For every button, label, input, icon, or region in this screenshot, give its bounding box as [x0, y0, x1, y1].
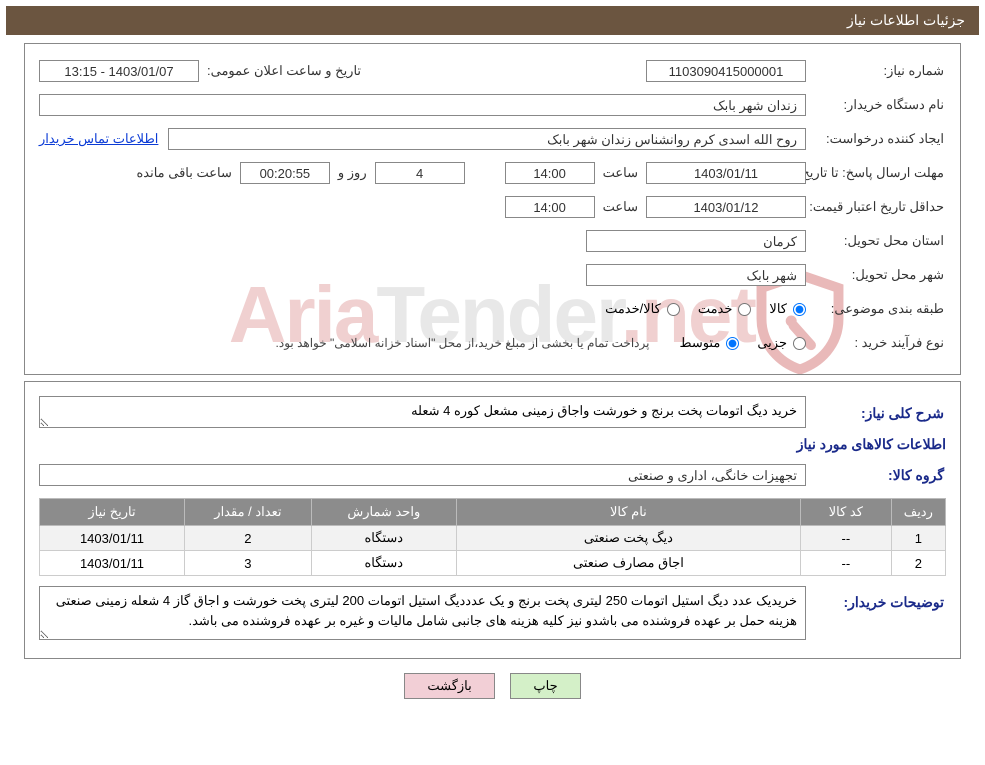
radio-kalakhedmat[interactable] [667, 303, 680, 316]
class-radio-group: کالا خدمت کالا/خدمت [605, 301, 806, 317]
time-remaining: 00:20:55 [240, 162, 330, 184]
city-label: شهر محل تحویل: [806, 267, 946, 283]
creator-field: روح الله اسدی کرم روانشناس زندان شهر باب… [168, 128, 806, 150]
validity-date: 1403/01/12 [646, 196, 806, 218]
request-no-field: 1103090415000001 [646, 60, 806, 82]
group-field: تجهیزات خانگی، اداری و صنعتی [39, 464, 806, 486]
table-row: 2--اجاق مصارف صنعتیدستگاه31403/01/11 [40, 551, 946, 576]
group-label: گروه کالا: [806, 467, 946, 484]
days-remaining: 4 [375, 162, 465, 184]
remaining-word: ساعت باقی مانده [134, 165, 233, 181]
validity-label: حداقل تاریخ اعتبار قیمت: تا تاریخ: [806, 199, 946, 215]
contact-link[interactable]: اطلاعات تماس خریدار [39, 131, 158, 147]
class-label: طبقه بندی موضوعی: [806, 301, 946, 317]
radio-khedmat[interactable] [738, 303, 751, 316]
table-row: 1--دیگ پخت صنعتیدستگاه21403/01/11 [40, 526, 946, 551]
radio-medium[interactable] [726, 337, 739, 350]
deadline-label: مهلت ارسال پاسخ: تا تاریخ: [806, 165, 946, 181]
validity-time: 14:00 [505, 196, 595, 218]
goods-panel: شرح کلی نیاز: خرید دیگ اتومات پخت برنج و… [24, 381, 961, 659]
page-title: جزئیات اطلاعات نیاز [847, 12, 965, 28]
creator-label: ایجاد کننده درخواست: [806, 131, 946, 147]
process-radio-group: جزیی متوسط [679, 335, 806, 351]
table-cell: 1403/01/11 [40, 551, 185, 576]
request-no-label: شماره نیاز: [806, 63, 946, 79]
table-cell: دستگاه [311, 526, 456, 551]
table-header: کد کالا [801, 499, 892, 526]
deadline-time: 14:00 [505, 162, 595, 184]
table-cell: دستگاه [311, 551, 456, 576]
buyer-notes-label: توضیحات خریدار: [806, 594, 946, 611]
summary-text: خرید دیگ اتومات پخت برنج و خورشت واجاق ز… [39, 396, 806, 428]
province-field: کرمان [586, 230, 806, 252]
radio-kala[interactable] [793, 303, 806, 316]
button-row: چاپ بازگشت [0, 673, 985, 699]
goods-title: اطلاعات کالاهای مورد نیاز [39, 436, 946, 453]
page-title-bar: جزئیات اطلاعات نیاز [6, 6, 979, 35]
details-panel: شماره نیاز: 1103090415000001 تاریخ و ساع… [24, 43, 961, 375]
time-label-2: ساعت [601, 199, 640, 215]
table-cell: -- [801, 551, 892, 576]
table-cell: 2 [891, 551, 945, 576]
city-field: شهر بابک [586, 264, 806, 286]
summary-label: شرح کلی نیاز: [806, 405, 946, 422]
table-header: تاریخ نیاز [40, 499, 185, 526]
table-header: تعداد / مقدار [184, 499, 311, 526]
table-cell: 2 [184, 526, 311, 551]
table-cell: دیگ پخت صنعتی [456, 526, 800, 551]
buyer-org-field: زندان شهر بابک [39, 94, 806, 116]
deadline-date: 1403/01/11 [646, 162, 806, 184]
print-button[interactable]: چاپ [510, 673, 580, 699]
radio-minor[interactable] [793, 337, 806, 350]
days-word: روز و [336, 165, 369, 181]
time-label-1: ساعت [601, 165, 640, 181]
table-cell: -- [801, 526, 892, 551]
buyer-org-label: نام دستگاه خریدار: [806, 97, 946, 113]
table-header: نام کالا [456, 499, 800, 526]
province-label: استان محل تحویل: [806, 233, 946, 249]
table-header: ردیف [891, 499, 945, 526]
announce-label: تاریخ و ساعت اعلان عمومی: [205, 63, 363, 79]
items-table: ردیفکد کالانام کالاواحد شمارشتعداد / مقد… [39, 498, 946, 576]
table-header: واحد شمارش [311, 499, 456, 526]
table-cell: 1 [891, 526, 945, 551]
table-cell: اجاق مصارف صنعتی [456, 551, 800, 576]
table-cell: 3 [184, 551, 311, 576]
payment-note: پرداخت تمام یا بخشی از مبلغ خرید،از محل … [276, 336, 650, 350]
buyer-notes-text: خریدیک عدد دیگ استیل اتومات 250 لیتری پخ… [39, 586, 806, 640]
table-cell: 1403/01/11 [40, 526, 185, 551]
process-label: نوع فرآیند خرید : [806, 335, 946, 351]
announce-field: 1403/01/07 - 13:15 [39, 60, 199, 82]
back-button[interactable]: بازگشت [404, 673, 494, 699]
